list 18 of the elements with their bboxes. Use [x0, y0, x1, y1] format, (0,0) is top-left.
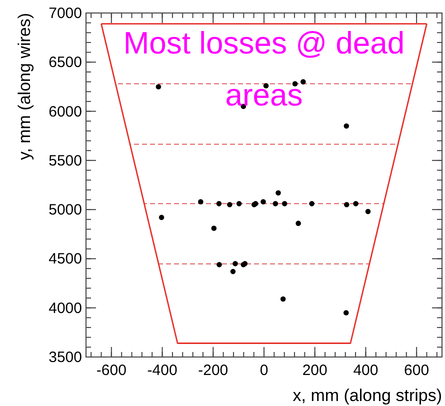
x-tick-label: -200 — [198, 362, 228, 379]
y-tick-label: 4000 — [48, 300, 82, 317]
y-tick-label: 7000 — [48, 5, 82, 22]
x-tick-label: -600 — [96, 362, 126, 379]
y-tick-label: 3500 — [48, 349, 82, 366]
x-tick-label: 400 — [353, 362, 378, 379]
x-tick-label: -400 — [147, 362, 178, 379]
x-tick-label: 600 — [404, 362, 430, 379]
y-tick-label: 6000 — [48, 103, 82, 120]
y-tick-label: 6500 — [48, 54, 82, 72]
x-axis-title: x, mm (along strips) — [292, 386, 442, 405]
x-tick-label: 0 — [260, 362, 268, 379]
y-tick-label: 4500 — [48, 250, 82, 268]
y-axis-title: y, mm (along wires) — [15, 13, 34, 160]
y-tick-label: 5000 — [48, 202, 82, 219]
x-tick-label: 200 — [302, 362, 328, 379]
y-tick-label: 5500 — [48, 152, 82, 170]
annotation: Most losses @ dead areas — [123, 25, 405, 112]
